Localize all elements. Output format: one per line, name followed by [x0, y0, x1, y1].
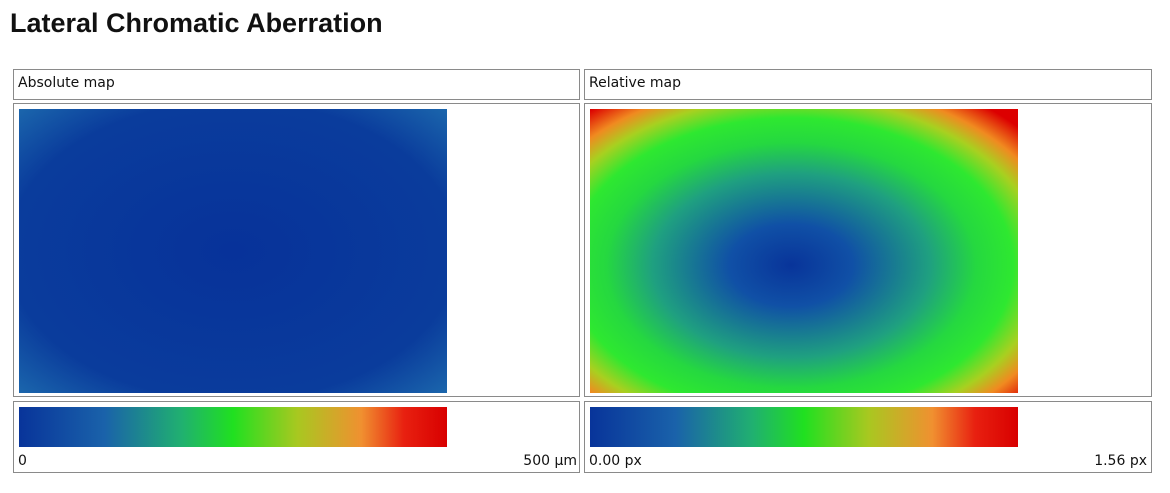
panel-title: Relative map [589, 75, 682, 91]
panel-header: Relative map [584, 69, 1152, 100]
color-scale [19, 407, 447, 447]
relative-map [590, 109, 1018, 393]
scale-min: 0 [18, 453, 27, 469]
scale-frame: 0.00 px 1.56 px [584, 401, 1152, 473]
map-frame [13, 103, 580, 397]
color-bar [19, 407, 447, 447]
absolute-map [19, 109, 447, 393]
scale-max: 500 µm [523, 453, 577, 469]
map-frame [584, 103, 1152, 397]
scale-min: 0.00 px [589, 453, 642, 469]
panel-title: Absolute map [18, 75, 115, 91]
scale-max: 1.56 px [1094, 453, 1147, 469]
heatmap [590, 109, 1018, 393]
color-scale [590, 407, 1018, 447]
page-title: Lateral Chromatic Aberration [10, 8, 383, 38]
scale-frame: 0 500 µm [13, 401, 580, 473]
color-bar [590, 407, 1018, 447]
heatmap [19, 109, 447, 393]
panel-header: Absolute map [13, 69, 580, 100]
